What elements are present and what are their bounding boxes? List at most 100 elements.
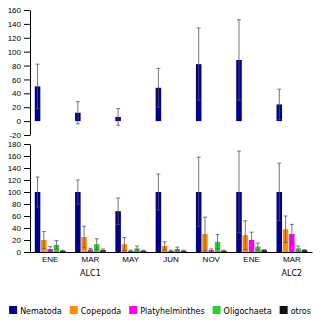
x-tick-label: NOV [203,255,221,264]
y-tick: 20 [12,236,30,245]
y-tick-mark [24,180,30,181]
y-tick: 160 [8,152,30,161]
y-tick-label: 20 [12,236,21,245]
error-bar [250,232,254,248]
legend-item: Oligochaeta [213,306,272,316]
error-bar [156,174,160,210]
error-bar [290,224,294,243]
y-tick-mark [24,24,30,25]
legend-label: Oligochaeta [224,307,272,316]
y-tick-label: 180 [8,140,22,149]
y-tick: 80 [12,200,30,209]
y-tick: 100 [8,48,30,57]
error-bar [277,163,281,221]
y-tick-label: 40 [12,89,21,98]
error-bar [101,249,105,251]
bar [221,251,227,252]
y-tick: 140 [8,164,30,173]
error-bar [61,250,65,251]
x-axis: ENEMARMAYJUNNOVENEMAR [31,253,313,264]
error-bar [122,238,126,251]
legend-swatch [213,306,221,314]
y-tick-label: -20 [9,131,21,140]
y-tick-label: 80 [12,200,21,209]
y-tick: 160 [8,6,30,15]
error-bar [277,89,281,120]
error-bar [303,250,307,251]
y-tick-mark [24,121,30,122]
y-tick: 60 [12,76,30,85]
error-bar [216,235,220,249]
y-axis: -20020406080100120140160 [8,6,31,140]
y-tick-mark [24,192,30,193]
y-tick: 120 [8,176,30,185]
error-bar [197,28,201,100]
error-bar [135,246,139,251]
legend-item: otros [280,306,311,316]
legend-item: Nematoda [9,306,62,316]
error-bar [116,109,120,126]
error-bar [42,232,46,249]
error-bar [175,247,179,251]
legend-label: otros [291,307,311,316]
legend: NematodaCopepodaPlatyhelminthesOligochae… [9,306,311,316]
y-tick: 20 [12,103,30,112]
sub-label: ALC2 [282,269,303,278]
chart: -200204060801001201401600204060801001201… [0,0,320,320]
error-bar [141,250,145,251]
legend-label: Nematoda [20,307,62,316]
x-tick: ENE [243,255,259,264]
x-tick-label: MAR [82,255,100,264]
y-tick-mark [24,144,30,145]
y-tick-label: 0 [17,248,22,257]
y-tick-label: 60 [12,76,21,85]
error-bar [36,177,40,207]
error-bar [256,243,260,250]
error-bar [262,250,266,251]
y-tick-label: 0 [17,117,22,126]
error-bar [54,241,58,249]
y-tick: -20 [9,131,30,140]
error-bar [163,242,167,250]
plot-area [35,20,282,126]
bar [141,251,147,252]
y-tick-mark [24,156,30,157]
y-tick-label: 60 [12,212,21,221]
error-bar [203,217,207,251]
y-tick-mark [24,93,30,94]
error-bar [209,249,213,251]
y-tick: 100 [8,188,30,197]
error-bar [76,180,80,204]
y-tick-mark [24,252,30,253]
y-tick-mark [24,168,30,169]
error-bar [129,250,133,251]
sub-label: ALC1 [80,269,101,278]
bar [302,250,308,252]
error-bar [197,157,201,227]
y-tick-mark [24,10,30,11]
bar [168,251,174,252]
error-bar [48,247,52,252]
legend-swatch [129,306,137,314]
error-bar [237,20,241,101]
x-tick: MAY [122,255,139,264]
y-tick-label: 20 [12,103,21,112]
y-tick-label: 80 [12,62,21,71]
error-bar [222,250,226,251]
legend-item: Platyhelminthes [129,306,204,316]
y-axis: 0 20 40 60 80 100 120 140 160 180 [8,140,31,257]
y-tick-mark [24,79,30,80]
y-tick-mark [24,204,30,205]
y-axis-line [30,11,31,136]
y-tick: 40 [12,224,30,233]
error-bar [284,216,288,242]
legend-swatch [9,306,17,314]
y-axis-line [30,145,31,253]
y-tick-label: 100 [8,188,22,197]
error-bar [76,102,80,124]
bar [181,251,187,252]
y-tick: 40 [12,89,30,98]
y-tick-label: 120 [8,176,22,185]
y-tick: 140 [8,20,30,29]
y-tick-label: 160 [8,6,22,15]
